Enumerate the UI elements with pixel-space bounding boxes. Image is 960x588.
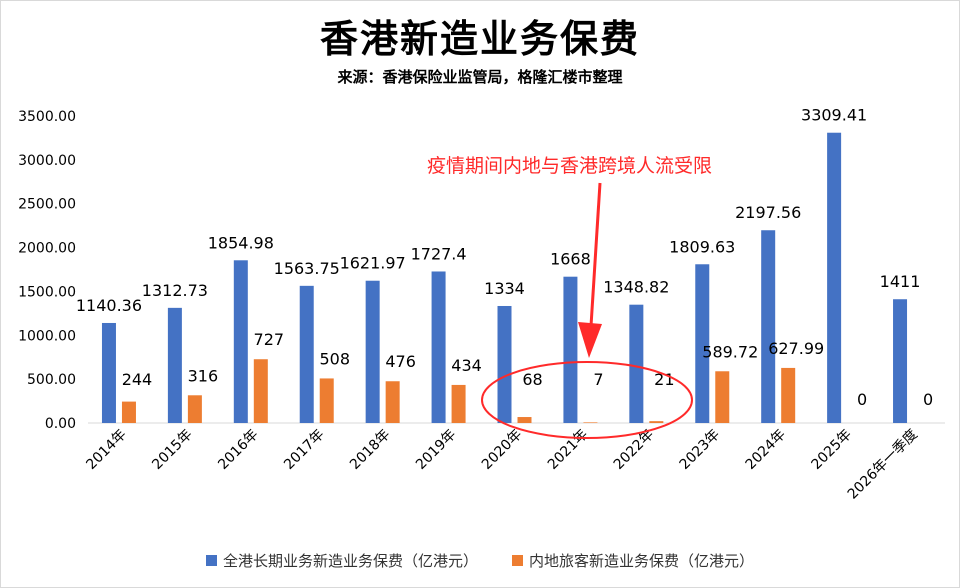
data-label-series-1: 1140.36 — [76, 296, 142, 315]
bar-series-2 — [319, 378, 334, 423]
x-tick-label: 2019年 — [413, 427, 459, 473]
bar-series-2 — [649, 421, 664, 423]
y-tick-label: 2500.00 — [18, 197, 76, 213]
y-tick-label: 1500.00 — [18, 284, 76, 300]
annotation-ellipse — [481, 361, 693, 439]
data-label-series-1: 3309.41 — [801, 106, 867, 125]
bar-series-1 — [761, 230, 776, 423]
bar-series-2 — [451, 384, 466, 423]
data-label-series-2: 7 — [593, 370, 603, 389]
data-label-series-2: 244 — [122, 370, 153, 389]
x-tick-label: 2023年 — [677, 427, 723, 473]
legend-item-series-1: 全港长期业务新造业务保费（亿港元） — [205, 550, 478, 571]
bar-series-1 — [101, 322, 116, 423]
legend-label-series-2: 内地旅客新造业务保费（亿港元） — [529, 552, 755, 570]
data-label-series-1: 1621.97 — [340, 254, 406, 273]
bar-series-2 — [253, 359, 268, 423]
bar-series-1 — [695, 264, 710, 423]
data-label-series-2: 727 — [254, 330, 285, 349]
data-label-series-1: 1411 — [880, 272, 921, 291]
x-tick-label: 2020年 — [479, 427, 525, 473]
data-label-series-2: 0 — [857, 390, 867, 409]
bar-series-1 — [563, 276, 578, 423]
annotation-arrow-head — [578, 322, 602, 358]
bar-series-1 — [233, 260, 248, 423]
data-label-series-2: 21 — [654, 370, 674, 389]
x-tick-label: 2014年 — [83, 427, 129, 473]
y-tick-label: 1000.00 — [18, 328, 76, 344]
data-label-series-1: 1727.4 — [411, 244, 467, 263]
y-tick-label: 0.00 — [45, 416, 76, 432]
bar-series-2 — [517, 417, 532, 423]
x-tick-label: 2021年 — [545, 427, 591, 473]
bar-series-1 — [629, 304, 644, 423]
legend-item-series-2: 内地旅客新造业务保费（亿港元） — [512, 550, 754, 571]
x-tick-label: 2026年一季度 — [845, 427, 921, 503]
data-label-series-1: 1334 — [484, 279, 525, 298]
data-label-series-2: 434 — [451, 356, 482, 375]
data-label-series-2: 508 — [319, 349, 350, 368]
bar-series-2 — [715, 371, 730, 423]
bar-series-1 — [827, 132, 842, 423]
x-tick-label: 2025年 — [809, 427, 855, 473]
legend: 全港长期业务新造业务保费（亿港元） 内地旅客新造业务保费（亿港元） — [0, 550, 960, 571]
bar-series-2 — [781, 367, 796, 423]
y-tick-label: 500.00 — [27, 372, 76, 388]
data-label-series-1: 1563.75 — [274, 259, 340, 278]
bar-series-2 — [583, 422, 598, 423]
bar-series-1 — [893, 299, 908, 423]
x-tick-label: 2015年 — [149, 427, 195, 473]
data-label-series-2: 68 — [522, 370, 542, 389]
annotation-arrow-line — [588, 182, 602, 343]
bar-series-2 — [121, 401, 136, 423]
data-label-series-1: 1809.63 — [669, 237, 735, 256]
data-label-series-1: 1312.73 — [142, 281, 208, 300]
x-tick-label: 2016年 — [215, 427, 261, 473]
y-tick-label: 2000.00 — [18, 241, 76, 257]
data-label-series-2: 0 — [923, 390, 933, 409]
bar-series-2 — [187, 395, 202, 423]
data-label-series-2: 316 — [188, 366, 219, 385]
legend-label-series-1: 全港长期业务新造业务保费（亿港元） — [222, 552, 478, 570]
legend-swatch-series-1 — [205, 555, 217, 566]
chart-title: 香港新造业务保费 — [319, 16, 640, 61]
x-tick-label: 2024年 — [743, 427, 789, 473]
data-label-series-1: 1668 — [550, 250, 591, 269]
y-tick-label: 3000.00 — [18, 153, 76, 169]
bar-series-1 — [431, 271, 446, 423]
bar-series-1 — [497, 305, 512, 423]
bar-series-1 — [299, 285, 314, 423]
data-label-series-2: 627.99 — [768, 339, 824, 358]
chart-subtitle: 来源：香港保险业监管局，格隆汇楼市整理 — [337, 68, 623, 86]
bar-series-1 — [365, 280, 380, 423]
data-label-series-1: 2197.56 — [735, 203, 801, 222]
bar-series-1 — [167, 307, 182, 423]
bar-series-2 — [385, 381, 400, 423]
legend-swatch-series-2 — [512, 555, 523, 566]
x-tick-label: 2018年 — [347, 427, 393, 473]
data-label-series-1: 1854.98 — [208, 233, 274, 252]
annotation-text: 疫情期间内地与香港跨境人流受限 — [427, 155, 713, 177]
x-tick-label: 2017年 — [281, 427, 327, 473]
y-tick-label: 3500.00 — [18, 109, 76, 125]
data-label-series-1: 1348.82 — [603, 278, 669, 297]
data-label-series-2: 589.72 — [702, 342, 758, 361]
data-label-series-2: 476 — [385, 352, 416, 371]
